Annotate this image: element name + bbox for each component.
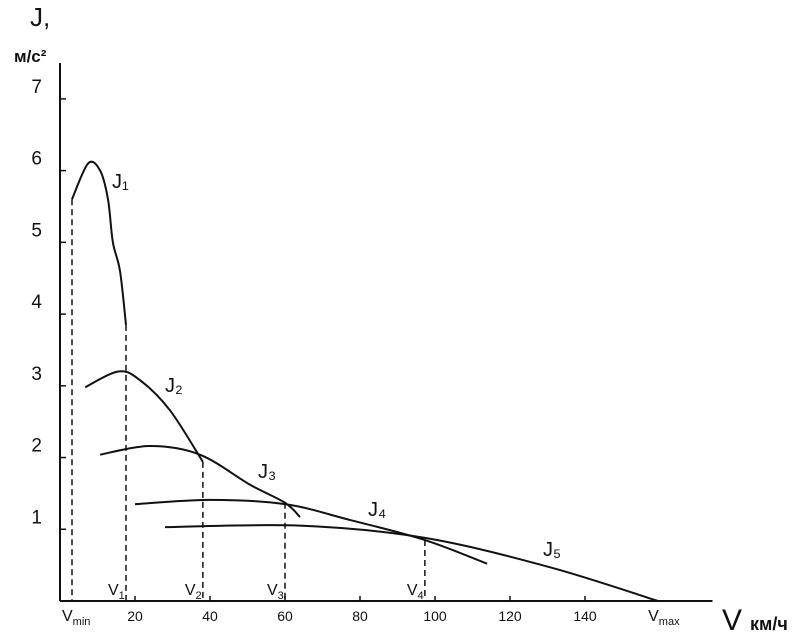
curve bbox=[164, 524, 659, 602]
marker-label: Vmax bbox=[648, 608, 680, 628]
marker-symbol: V bbox=[267, 582, 278, 599]
y-tick-label: 1 bbox=[31, 507, 42, 528]
y-axis-label: J, bbox=[30, 2, 50, 32]
marker-subscript: 1 bbox=[119, 590, 125, 602]
marker-label: V3 bbox=[267, 582, 284, 602]
y-tick-label: 2 bbox=[31, 436, 42, 457]
x-axis-label: V bbox=[722, 604, 742, 634]
marker-symbol: V bbox=[62, 608, 73, 625]
x-tick-label: 140 bbox=[573, 608, 597, 624]
marker-subscript: 3 bbox=[278, 590, 284, 602]
x-tick-label: 60 bbox=[277, 608, 293, 624]
curve-label: J₂ bbox=[165, 375, 183, 397]
y-tick-label: 5 bbox=[31, 220, 42, 241]
curve bbox=[84, 370, 204, 463]
marker-subscript: 2 bbox=[196, 590, 202, 602]
x-tick-label: 100 bbox=[423, 608, 447, 624]
curve-label: J₁ bbox=[112, 171, 129, 193]
marker-symbol: V bbox=[407, 582, 418, 599]
x-axis-unit: км/ч bbox=[750, 614, 788, 634]
curve-label: J₃ bbox=[258, 461, 276, 483]
marker-symbol: V bbox=[185, 582, 196, 599]
marker-subscript: max bbox=[659, 616, 680, 628]
curve-label: J₄ bbox=[368, 499, 386, 521]
y-tick-label: 4 bbox=[31, 292, 42, 313]
curve bbox=[71, 160, 127, 325]
x-tick-label: 20 bbox=[127, 608, 143, 624]
marker-label: V4 bbox=[407, 582, 424, 602]
marker-subscript: min bbox=[73, 616, 91, 628]
curve bbox=[134, 498, 488, 565]
marker-label: V1 bbox=[108, 582, 125, 602]
marker-symbol: V bbox=[648, 608, 659, 625]
y-tick-label: 6 bbox=[31, 149, 42, 170]
x-tick-label: 80 bbox=[352, 608, 368, 624]
curve-label: J₅ bbox=[543, 539, 561, 561]
marker-label: V2 bbox=[185, 582, 202, 602]
marker-symbol: V bbox=[108, 582, 119, 599]
y-tick-label: 7 bbox=[31, 77, 42, 98]
marker-label: Vmin bbox=[62, 608, 90, 628]
marker-subscript: 4 bbox=[418, 590, 424, 602]
y-tick-label: 3 bbox=[31, 364, 42, 385]
x-tick-label: 40 bbox=[202, 608, 218, 624]
y-axis-unit: м/с² bbox=[14, 47, 47, 66]
x-tick-label: 120 bbox=[498, 608, 522, 624]
